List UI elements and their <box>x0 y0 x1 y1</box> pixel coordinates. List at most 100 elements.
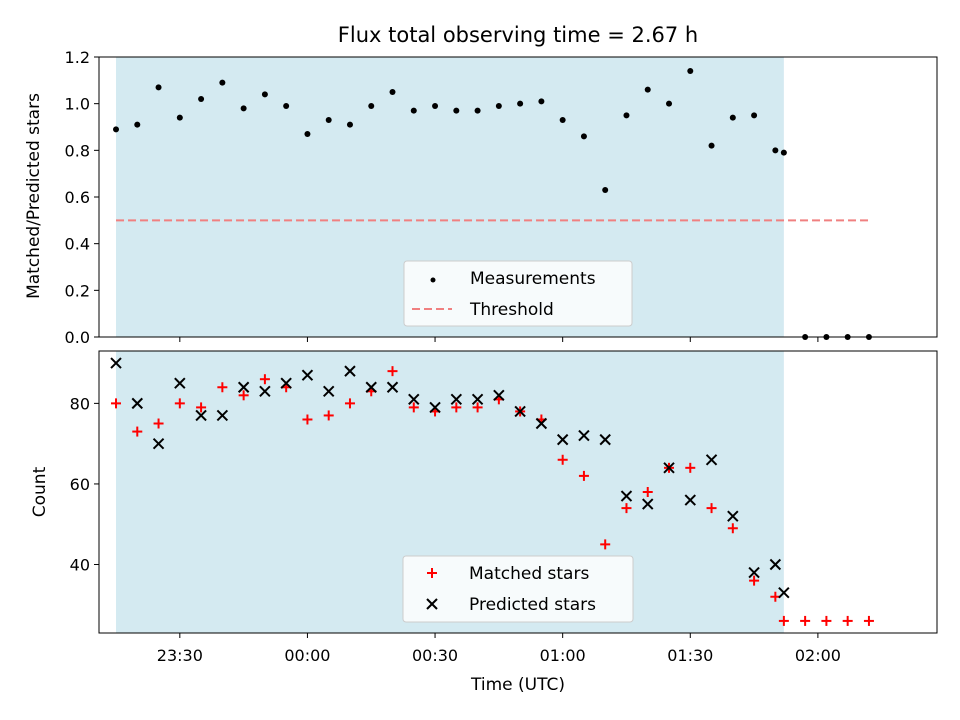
data-point <box>113 126 120 133</box>
top-panel: 0.0 0.2 0.4 0.6 0.8 1.0 1.2 Measurements Thresho… <box>65 48 938 347</box>
data-point <box>450 393 463 406</box>
data-point <box>800 615 811 626</box>
series-predicted-stars <box>110 357 790 599</box>
data-point <box>748 566 760 579</box>
data-point <box>708 142 715 149</box>
data-point <box>514 405 526 418</box>
x-tick: 23:30 <box>157 633 203 665</box>
data-point <box>727 523 738 534</box>
data-point <box>493 389 505 402</box>
data-point <box>325 117 332 123</box>
data-point <box>642 498 654 510</box>
data-point <box>344 398 355 409</box>
chart-title: Flux total observing time = 2.67 h <box>338 23 698 47</box>
data-point <box>389 89 396 95</box>
legend-item: Measurements <box>430 269 596 289</box>
data-point <box>259 374 270 385</box>
x-tick: 01:30 <box>667 633 713 665</box>
y-tick: 0.4 <box>65 235 99 254</box>
data-point <box>280 377 292 389</box>
data-point <box>778 615 789 626</box>
data-point <box>517 100 524 107</box>
data-point <box>432 103 439 109</box>
data-point <box>153 418 164 429</box>
data-point <box>495 103 502 109</box>
data-point <box>578 429 590 442</box>
x-tick: 00:00 <box>284 633 330 665</box>
x-tick: 00:30 <box>412 633 458 665</box>
legend: Measurements Threshold <box>403 260 633 327</box>
x-tick: 02:00 <box>795 633 841 665</box>
legend-label: Matched stars <box>469 564 589 584</box>
data-point <box>453 107 460 114</box>
data-point <box>451 402 462 413</box>
data-point <box>174 398 185 409</box>
data-point <box>685 462 696 473</box>
data-point <box>302 414 313 425</box>
top-y-axis-label: Matched/Predicted stars <box>24 93 44 299</box>
data-point <box>365 381 377 393</box>
legend-marker <box>430 277 436 283</box>
data-point <box>471 393 484 406</box>
y-tick: 0.0 <box>65 328 99 347</box>
y-tick: 0.2 <box>65 281 99 300</box>
data-point <box>152 437 165 450</box>
x-tick-label: 01:30 <box>667 646 713 665</box>
data-point <box>196 402 207 413</box>
data-point <box>387 366 398 377</box>
data-point <box>778 587 790 599</box>
legend-item: Threshold <box>412 300 554 320</box>
bottom-panel: 40 60 80 23:30 00:00 00:30 01:00 01:30 02:00 Matc… <box>70 350 938 665</box>
data-point <box>323 410 334 421</box>
data-point <box>684 494 696 506</box>
x-tick-label: 01:00 <box>540 646 586 665</box>
data-point <box>642 487 653 497</box>
data-point <box>195 409 207 422</box>
data-point <box>301 369 314 381</box>
data-point <box>821 615 832 626</box>
data-point <box>283 103 290 109</box>
data-point <box>600 539 611 550</box>
data-point <box>219 79 226 86</box>
legend-box <box>402 555 634 623</box>
data-point <box>687 68 694 74</box>
series-matched-stars <box>111 366 874 626</box>
data-point <box>535 417 548 430</box>
data-point <box>174 377 186 389</box>
legend-box <box>403 260 633 327</box>
data-point <box>706 503 717 514</box>
y-tick-label: 0.6 <box>65 188 90 207</box>
data-point <box>176 114 183 121</box>
data-point <box>132 426 143 437</box>
y-tick-label: 0.4 <box>65 235 90 254</box>
data-point <box>780 149 787 156</box>
bottom-y-axis-label: Count <box>30 466 50 517</box>
data-point <box>556 433 569 446</box>
x-axis-label: Time (UTC) <box>470 675 565 695</box>
data-point <box>110 357 122 369</box>
data-point <box>644 86 651 93</box>
legend-marker <box>427 568 437 578</box>
data-point <box>386 381 399 393</box>
data-point <box>729 114 736 121</box>
data-point <box>410 107 417 114</box>
legend-label: Predicted stars <box>469 595 596 615</box>
data-point <box>259 385 271 397</box>
x-tick-label: 00:30 <box>412 646 458 665</box>
y-tick: 0.8 <box>65 141 99 160</box>
data-point <box>602 187 609 193</box>
legend-marker <box>426 598 438 610</box>
data-point <box>557 454 568 465</box>
y-tick-label: 80 <box>70 394 90 413</box>
data-point <box>599 433 611 446</box>
data-point <box>474 107 481 114</box>
data-point <box>408 393 420 406</box>
data-point <box>261 91 268 98</box>
data-point <box>705 454 718 466</box>
y-tick: 1.2 <box>65 48 99 67</box>
y-tick-label: 60 <box>70 475 90 494</box>
y-tick-label: 0.0 <box>65 328 90 347</box>
y-tick-label: 0.8 <box>65 141 90 160</box>
data-point <box>559 117 566 123</box>
